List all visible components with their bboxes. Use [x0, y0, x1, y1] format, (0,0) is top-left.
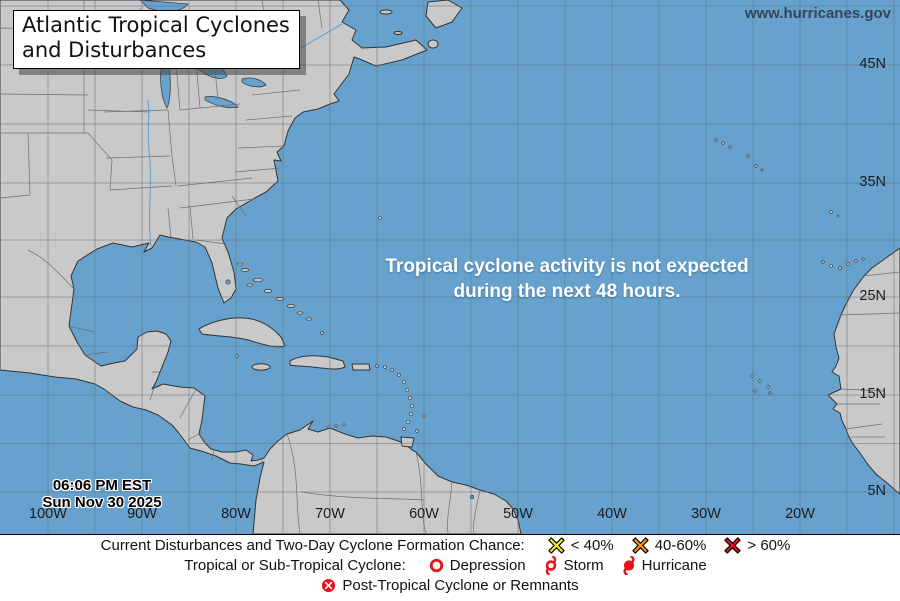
legend-row3-items: Post-Tropical Cyclone or Remnants: [312, 577, 587, 594]
timestamp-date: Sun Nov 30 2025: [42, 494, 162, 511]
legend-item: Storm: [544, 555, 604, 575]
x-mark-icon: [548, 536, 565, 554]
map-title-line1: Atlantic Tropical Cyclones: [22, 13, 290, 37]
post-tropical-icon: [321, 578, 336, 593]
lon-label-80W: 80W: [221, 506, 251, 522]
island-hispaniola: [289, 355, 346, 370]
lon-label-40W: 40W: [597, 506, 627, 522]
lat-label-5N: 5N: [867, 483, 886, 499]
lat-label-25N: 25N: [859, 288, 886, 304]
x-mark-icon: [632, 536, 649, 554]
legend-item-label: Hurricane: [641, 556, 707, 574]
legend-row-post-tropical: Post-Tropical Cyclone or Remnants: [0, 575, 900, 595]
lon-label-50W: 50W: [503, 506, 533, 522]
island-cape-breton: [427, 39, 439, 49]
legend-row1-items: < 40% 40-60% > 60%: [539, 537, 800, 554]
outlook-message: Tropical cyclone activity is not expecte…: [385, 254, 748, 304]
lon-label-100W: 100W: [29, 506, 67, 522]
x-mark-icon: [724, 536, 742, 554]
legend-item-label: Depression: [449, 556, 526, 574]
hurricane-icon: [622, 555, 636, 575]
legend-row-formation-chance: Current Disturbances and Two-Day Cyclone…: [0, 535, 900, 555]
island-puerto-rico: [351, 363, 371, 371]
legend-item-label: > 60%: [747, 536, 791, 554]
lon-label-60W: 60W: [409, 506, 439, 522]
atlantic-basin-map: 45N 35N 25N 15N 5N 100W 90W 80W 70W 60W 50W 40W 30W 2…: [0, 0, 900, 535]
issuance-timestamp: 06:06 PM EST Sun Nov 30 2025: [22, 477, 182, 511]
lon-label-70W: 70W: [315, 506, 345, 522]
legend-item-label: 40-60%: [654, 536, 707, 554]
legend-item: > 60%: [724, 537, 790, 554]
legend-row2-label: Tropical or Sub-Tropical Cyclone:: [184, 556, 406, 574]
lat-label-35N: 35N: [859, 174, 886, 190]
island-jamaica: [251, 363, 271, 371]
latlon-grid: [0, 0, 900, 534]
legend-item-label: Storm: [563, 556, 604, 574]
island-cuba: [198, 317, 286, 348]
legend-item: Post-Tropical Cyclone or Remnants: [321, 576, 579, 594]
lon-label-30W: 30W: [691, 506, 721, 522]
landmass-group: [0, 0, 900, 534]
legend-item-label: < 40%: [570, 536, 614, 554]
lat-label-15N: 15N: [859, 386, 886, 402]
island-anticosti: [379, 9, 393, 15]
map-canvas: [0, 0, 900, 534]
storm-icon: [544, 555, 558, 575]
island-newfoundland: [425, 0, 463, 29]
map-title-box: Atlantic Tropical Cyclones and Disturban…: [13, 10, 300, 69]
landmass-africa: [827, 247, 900, 495]
lon-label-20W: 20W: [785, 506, 815, 522]
legend-row2-items: Depression Storm Hurricane: [420, 555, 716, 575]
depression-icon: [429, 558, 444, 573]
map-legend: Current Disturbances and Two-Day Cyclone…: [0, 535, 900, 601]
small-islands-group: [235, 138, 865, 433]
timestamp-time: 06:06 PM EST: [52, 477, 152, 494]
legend-item-label: Post-Tropical Cyclone or Remnants: [342, 576, 579, 594]
map-title-line2: and Disturbances: [22, 38, 207, 62]
legend-item: 40-60%: [632, 536, 707, 554]
hurricanes-gov-label: www.hurricanes.gov: [744, 5, 891, 22]
legend-item: Depression: [429, 557, 526, 574]
island-trinidad: [400, 436, 415, 448]
legend-item: < 40%: [548, 537, 614, 554]
lon-label-90W: 90W: [127, 506, 157, 522]
island-pei: [393, 31, 403, 35]
legend-row1-label: Current Disturbances and Two-Day Cyclone…: [100, 536, 525, 554]
outlook-message-line2: during the next 48 hours.: [453, 281, 681, 302]
outlook-message-line1: Tropical cyclone activity is not expecte…: [385, 256, 749, 277]
legend-item: Hurricane: [622, 555, 707, 575]
lat-label-45N: 45N: [859, 56, 886, 72]
legend-row-cyclone-types: Tropical or Sub-Tropical Cyclone: Depres…: [0, 555, 900, 575]
